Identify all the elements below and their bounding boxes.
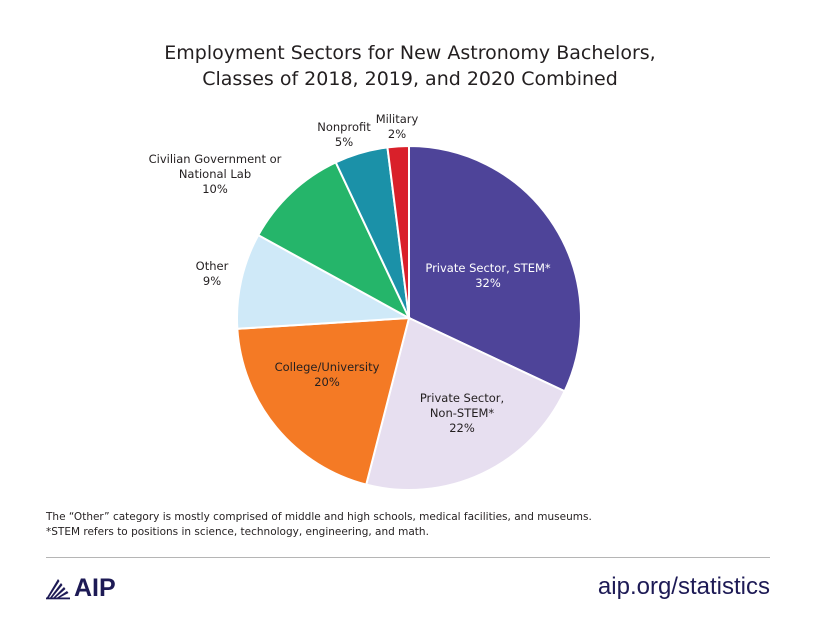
slice-name-label: Civilian Government or [149, 152, 282, 166]
slice-label: Nonprofit 5% [317, 120, 371, 149]
slice-value-label: 2% [388, 127, 406, 141]
pie-slice-other [236, 233, 413, 330]
footer-divider [46, 557, 770, 558]
chart-title-line1: Employment Sectors for New Astronomy Bac… [164, 42, 656, 64]
slice-name-label: Private Sector, STEM* [425, 261, 551, 275]
slice-value-label: 9% [203, 274, 221, 288]
footnote-stem: *STEM refers to positions in science, te… [46, 526, 429, 538]
slice-label: Civilian Government or National Lab 10% [149, 152, 282, 196]
footnotes: The “Other” category is mostly comprised… [46, 510, 592, 540]
slice-name-label: Nonprofit [317, 120, 371, 134]
slice-name-label: Military [376, 112, 419, 126]
slice-value-label: 22% [449, 421, 475, 435]
pie-slice-private-sector-stem [408, 144, 582, 393]
slice-label: College/University 20% [275, 360, 380, 389]
aip-rays-icon [46, 578, 70, 599]
pie-slice-military [386, 144, 410, 319]
slice-name-label: College/University [275, 360, 380, 374]
pie-slice-private-sector-non-stem [365, 316, 566, 491]
chart-title: Employment Sectors for New Astronomy Bac… [0, 40, 820, 92]
slice-label: Military 2% [376, 112, 419, 141]
slice-value-label: 32% [475, 276, 501, 290]
footnote-other: The “Other” category is mostly comprised… [46, 511, 592, 523]
slice-value-label: 20% [314, 375, 340, 389]
aip-logo-text: AIP [74, 574, 116, 602]
chart-subtitle: Classes of 2018, 2019, and 2020 Combined [202, 68, 618, 90]
pie-slice-civilian-government-or-national-lab [256, 161, 412, 321]
slice-name-label: National Lab [179, 167, 251, 181]
slice-name-label: Private Sector, [420, 391, 504, 405]
pie-slice-college-university [236, 316, 411, 486]
slice-value-label: 10% [202, 182, 228, 196]
slice-name-label: Other [196, 259, 229, 273]
slice-label: Private Sector, STEM* 32% [425, 261, 551, 290]
slice-label: Private Sector, Non-STEM* 22% [420, 391, 504, 435]
statistics-url[interactable]: aip.org/statistics [597, 573, 770, 600]
slice-name-label: Non-STEM* [430, 406, 495, 420]
slice-value-label: 5% [335, 135, 353, 149]
slice-label: Other 9% [196, 259, 229, 288]
aip-logo: AIP [46, 574, 116, 603]
